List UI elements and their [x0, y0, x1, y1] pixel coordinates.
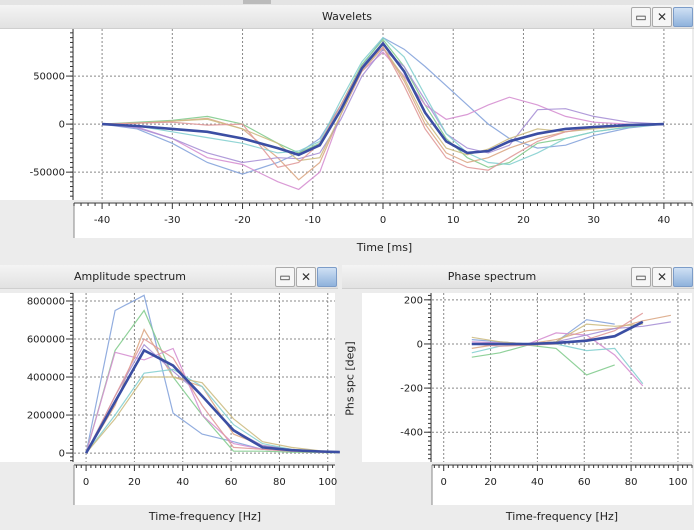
close-icon: ✕ — [656, 270, 668, 284]
phase-mean-line — [471, 320, 644, 346]
wavelets-titlebar: Wavelets ▭ ✕ — [0, 5, 694, 29]
amplitude-x-tick-label: 100 — [318, 477, 337, 488]
wavelets-xlabel: Time [ms] — [356, 241, 413, 254]
amplitude-title: Amplitude spectrum — [74, 270, 186, 283]
phase-x-tick-label: 100 — [668, 477, 687, 488]
close-button[interactable]: ✕ — [296, 267, 316, 287]
splitter-handle[interactable] — [243, 0, 271, 4]
phase-titlebar: Phase spectrum ▭ ✕ — [342, 265, 694, 289]
wavelets-series-line — [102, 38, 664, 168]
export-image-button[interactable] — [673, 267, 693, 287]
wavelets-series-line — [102, 36, 664, 166]
phase-x-tick-label: 0 — [441, 477, 447, 488]
phase-y-tick-label: -200 — [400, 384, 423, 395]
maximize-button[interactable]: ▭ — [631, 7, 651, 27]
amplitude-x-tick-label: 0 — [83, 477, 89, 488]
amplitude-chart: 0 20 40 60 80 100 0 200000 400000 600000 800000 — [0, 292, 340, 505]
amplitude-y-tick-label: 0 — [59, 449, 65, 460]
wavelets-x-tick-label: -10 — [305, 215, 321, 226]
wavelets-x-tick-label: 10 — [447, 215, 460, 226]
amplitude-y-tick-label: 400000 — [27, 373, 65, 384]
wavelets-x-tick-label: -20 — [234, 215, 250, 226]
phase-x-axis-area — [432, 464, 692, 505]
amplitude-xlabel: Time-frequency [Hz] — [148, 510, 262, 523]
phase-y-axis-area — [362, 293, 431, 462]
phase-chart: 0 20 40 60 80 100 -400 -200 0 200 — [362, 293, 693, 505]
amplitude-y-tick-label: 800000 — [27, 296, 65, 307]
export-image-button[interactable] — [317, 267, 337, 287]
wavelets-y-tick-label: -50000 — [30, 168, 65, 179]
phase-y-tick-label: -400 — [400, 428, 423, 439]
amplitude-x-tick-label: 40 — [176, 477, 189, 488]
amplitude-series-line — [85, 376, 340, 454]
maximize-icon: ▭ — [635, 270, 647, 284]
wavelets-y-tick-label: 0 — [59, 120, 65, 131]
phase-plot-area — [432, 293, 692, 462]
close-button[interactable]: ✕ — [652, 7, 672, 27]
amplitude-x-tick-label: 20 — [128, 477, 141, 488]
wavelets-title: Wavelets — [321, 10, 373, 23]
amplitude-series-line — [85, 309, 340, 454]
amplitude-y-tick-label: 600000 — [27, 335, 65, 346]
wavelets-x-tick-label: 30 — [587, 215, 600, 226]
wavelets-series-line — [102, 36, 664, 175]
maximize-icon: ▭ — [635, 10, 647, 24]
phase-x-tick-label: 20 — [484, 477, 497, 488]
close-icon: ✕ — [656, 10, 668, 24]
close-icon: ✕ — [300, 270, 312, 284]
wavelets-x-tick-label: 0 — [380, 215, 386, 226]
amplitude-y-axis-area — [0, 293, 73, 462]
wavelets-chart: -40 -30 -20 -10 0 10 20 30 40 -50000 0 50000 — [0, 29, 693, 238]
wavelets-series-line — [102, 46, 664, 171]
phase-x-tick-label: 40 — [531, 477, 544, 488]
phase-xlabel: Time-frequency [Hz] — [505, 510, 619, 523]
amplitude-x-axis-area — [74, 464, 335, 505]
amplitude-titlebar: Amplitude spectrum ▭ ✕ — [0, 265, 338, 289]
phase-ylabel: Phs spc [deg] — [343, 341, 357, 416]
maximize-icon: ▭ — [279, 270, 291, 284]
close-button[interactable]: ✕ — [652, 267, 672, 287]
phase-y-tick-label: 0 — [417, 339, 423, 350]
wavelets-x-tick-label: -40 — [94, 215, 110, 226]
export-image-button[interactable] — [673, 7, 693, 27]
amplitude-x-tick-label: 60 — [225, 477, 238, 488]
maximize-button[interactable]: ▭ — [275, 267, 295, 287]
amplitude-mean-line — [84, 348, 340, 454]
wavelets-x-tick-label: 40 — [658, 215, 671, 226]
wavelets-x-tick-label: 20 — [517, 215, 530, 226]
maximize-button[interactable]: ▭ — [631, 267, 651, 287]
phase-title: Phase spectrum — [447, 270, 537, 283]
wavelets-mean-line — [102, 41, 664, 157]
wavelets-x-tick-label: -30 — [164, 215, 180, 226]
phase-series-line — [471, 344, 615, 376]
phase-y-tick-label: 200 — [404, 295, 423, 306]
amplitude-y-tick-label: 200000 — [27, 411, 65, 422]
wavelets-y-axis-area — [0, 29, 73, 200]
phase-x-tick-label: 60 — [578, 477, 591, 488]
amplitude-x-tick-label: 80 — [273, 477, 286, 488]
wavelets-y-tick-label: 50000 — [33, 72, 65, 83]
phase-x-tick-label: 80 — [625, 477, 638, 488]
